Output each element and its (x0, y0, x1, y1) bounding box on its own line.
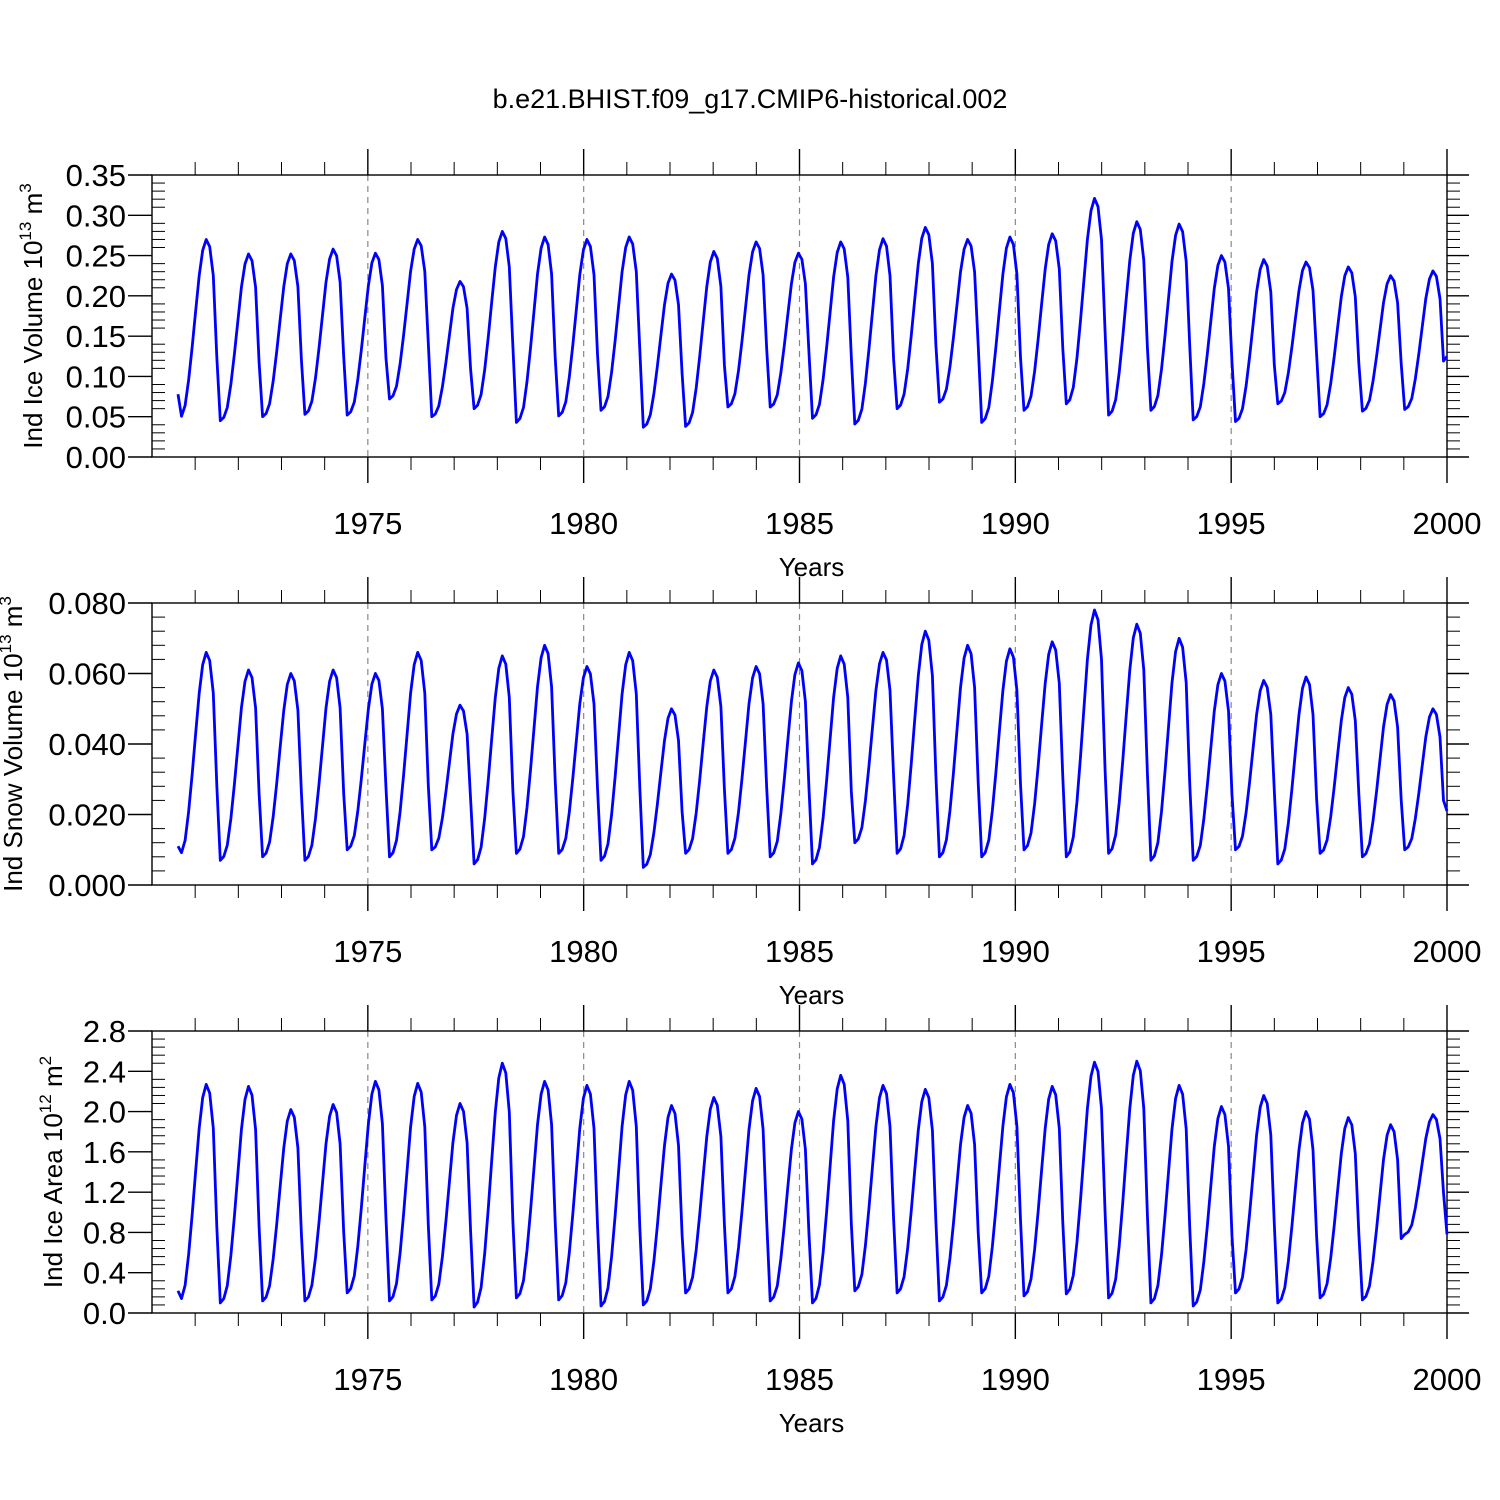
y-tick-label: 0.25 (66, 239, 126, 274)
x-tick-label: 1995 (1197, 506, 1266, 541)
y-tick-label: 1.2 (83, 1175, 126, 1210)
x-tick-label: 2000 (1413, 934, 1482, 969)
x-tick-label: 1975 (333, 934, 402, 969)
y-tick-label: 0.040 (48, 727, 126, 762)
y-tick-label: 0.05 (66, 400, 126, 435)
y-tick-label: 0.10 (66, 359, 126, 394)
y-tick-label: 0.060 (48, 657, 126, 692)
y-tick-label: 2.8 (83, 1014, 126, 1049)
x-axis-label: Years (779, 552, 845, 582)
y-tick-label: 0.15 (66, 319, 126, 354)
x-tick-label: 1995 (1197, 934, 1266, 969)
y-tick-label: 0.35 (66, 158, 126, 193)
x-tick-label: 1980 (549, 506, 618, 541)
series-line (176, 1059, 1449, 1309)
x-tick-label: 1990 (981, 1362, 1050, 1397)
x-tick-label: 1980 (549, 934, 618, 969)
series-line (176, 197, 1449, 429)
x-tick-label: 1990 (981, 506, 1050, 541)
x-tick-label: 1975 (333, 506, 402, 541)
panel-ice-area: 0.0 0.4 0.8 1.2 1.6 2.0 2.4 2.8 1975 1980 1985 1990… (36, 1005, 1481, 1438)
x-axis-label: Years (779, 1408, 845, 1438)
x-tick-label: 1980 (549, 1362, 618, 1397)
y-axis-label: Ind Snow Volume 1013 m3 (0, 596, 28, 892)
x-axis-label: Years (779, 980, 845, 1010)
y-tick-label: 1.6 (83, 1135, 126, 1170)
series-line (176, 608, 1449, 869)
page-title: b.e21.BHIST.f09_g17.CMIP6-historical.002 (492, 84, 1008, 114)
y-tick-label: 0.000 (48, 868, 126, 903)
y-axis-label: Ind Ice Volume 1013 m3 (16, 183, 48, 448)
y-tick-label: 0.080 (48, 586, 126, 621)
x-tick-label: 1985 (765, 506, 834, 541)
y-tick-label: 0.30 (66, 198, 126, 233)
x-tick-label: 2000 (1413, 1362, 1482, 1397)
x-tick-label: 2000 (1413, 506, 1482, 541)
y-tick-label: 0.20 (66, 279, 126, 314)
y-tick-label: 2.4 (83, 1054, 126, 1089)
x-tick-label: 1995 (1197, 1362, 1266, 1397)
panel-ice-volume: 0.00 0.05 0.10 0.15 0.20 0.25 0.30 0.35 1975 1980… (16, 149, 1481, 582)
panel-snow-volume: 0.000 0.020 0.040 0.060 0.080 1975 1980 1985 199… (0, 577, 1481, 1010)
x-tick-label: 1985 (765, 934, 834, 969)
y-tick-label: 0.0 (83, 1296, 126, 1331)
y-tick-label: 0.8 (83, 1215, 126, 1250)
y-tick-label: 0.00 (66, 440, 126, 475)
y-tick-label: 0.4 (83, 1256, 126, 1291)
y-axis-label: Ind Ice Area 1012 m2 (36, 1056, 68, 1288)
x-tick-label: 1990 (981, 934, 1050, 969)
y-tick-label: 2.0 (83, 1095, 126, 1130)
x-tick-label: 1975 (333, 1362, 402, 1397)
x-tick-label: 1985 (765, 1362, 834, 1397)
y-tick-label: 0.020 (48, 798, 126, 833)
